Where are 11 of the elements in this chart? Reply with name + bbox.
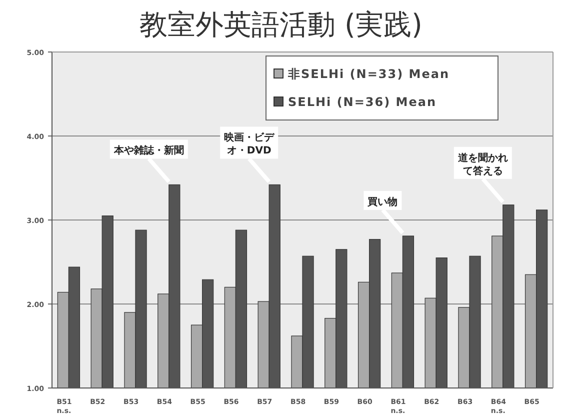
callout: 映画・ビデオ・DVD [220, 126, 278, 184]
annotation: 買い物 [366, 196, 398, 208]
chart-title: 教室外英語活動 (実践) [140, 8, 422, 41]
annotation: 本や雑誌・新聞 [112, 144, 184, 157]
legend-label: 非SELHi (N=33) Mean [287, 67, 450, 81]
legend-label: SELHi (N=36) Mean [288, 95, 436, 109]
annotation: 映画・ビデオ・DVD [224, 132, 276, 157]
callout: 本や雑誌・新聞 [110, 140, 188, 184]
annotation: 道を聞かれて答える [456, 152, 508, 177]
callout: 道を聞かれて答える [454, 146, 512, 204]
callout: 買い物 [364, 190, 404, 234]
